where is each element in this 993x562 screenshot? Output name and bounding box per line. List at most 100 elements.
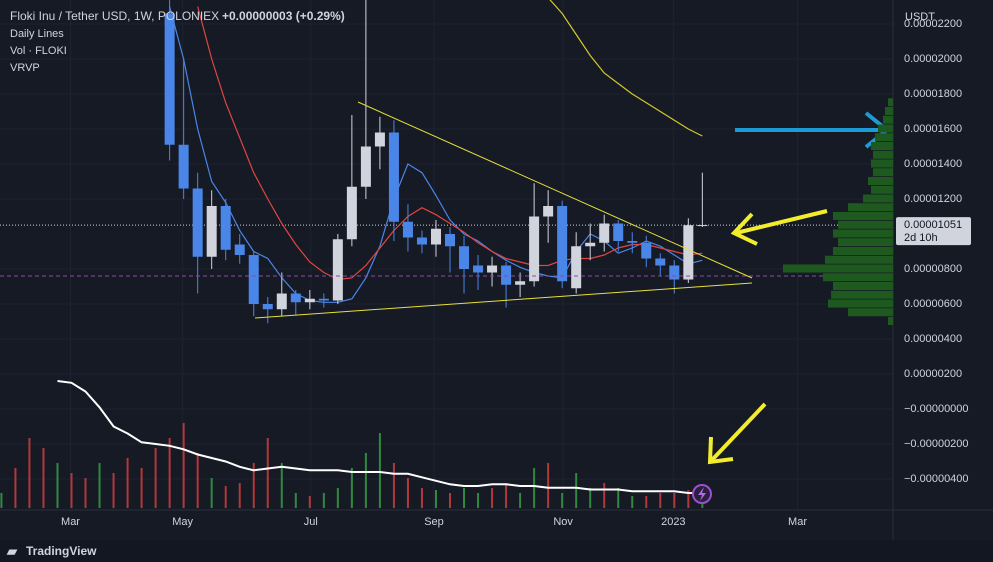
x-tick-label: May [172,516,193,528]
volume-bar [561,493,564,508]
volume-bar [28,438,31,508]
candle-body [276,293,287,310]
volume-bar [14,468,17,508]
candle-body [318,298,329,301]
candle-body [290,293,301,303]
logo-mark: ▰ [6,543,18,558]
countdown: 2d 10h [904,232,938,244]
indicator-label: Daily Lines [10,28,64,40]
candle-body [234,244,245,255]
candle-body [669,265,680,280]
volume-bar [350,468,353,508]
candle-body [459,246,470,270]
volume-bar [126,458,129,508]
volume-bar [406,478,409,508]
last-price-label: 0.00001051 [904,219,962,231]
candle-body [178,144,189,189]
candle-body [627,240,638,243]
volume-profile-bar [888,98,893,107]
candle-body [655,258,666,266]
volume-bar [140,468,143,508]
x-tick-label: Jul [304,516,318,528]
price-change: +0.00000003 (+0.29%) [222,9,345,23]
volume-bar [168,438,171,508]
volume-profile-bar [871,159,893,168]
candle-body [543,205,554,217]
volume-profile-bar [888,317,893,326]
volume-bar [336,488,339,508]
x-tick-label: Mar [61,516,80,528]
volume-bar [0,493,3,508]
volume-bar [252,463,255,508]
volume-bar [659,493,662,508]
volume-bar [56,463,59,508]
volume-bar [378,433,381,508]
y-tick-label: 0.00001800 [904,88,962,100]
candle-body [557,205,568,282]
volume-bar [196,453,199,508]
volume-profile-bar [833,229,893,238]
brand: TradingView [26,544,97,558]
indicator-line [169,6,703,303]
x-tick-label: Mar [788,516,807,528]
volume-bar [491,488,494,508]
indicator-line [57,380,703,494]
volume-bar [434,490,437,508]
volume-profile-bar [873,150,893,159]
candle-body [402,221,413,238]
candle-body [332,239,343,301]
volume-bar [547,463,550,508]
axis-unit: USDT [905,11,935,23]
candle-body [501,265,512,285]
volume-profile-bar [871,141,893,150]
volume-profile-bar [871,185,893,194]
candle-body [388,132,399,222]
volume-profile-bar [868,176,893,185]
chart-title: Floki Inu / Tether USD, 1W, POLONIEX [10,9,219,23]
candle-body [164,13,175,145]
volume-bar [392,463,395,508]
volume-bar [589,488,592,508]
candle-body [683,225,694,280]
trendline [254,282,753,319]
candle-body [430,228,441,245]
volume-profile-bar [828,299,893,308]
y-tick-label: 0.00001200 [904,193,962,205]
volume-profile-bar [783,264,893,273]
volume-bar [673,493,676,508]
y-tick-label: 0.00001600 [904,123,962,135]
volume-profile-bar [823,273,893,282]
volume-profile-bar [838,238,893,247]
volume-profile-bar [885,106,893,115]
volume-bar [477,493,480,508]
y-tick-label: 0.00002200 [904,18,962,30]
volume-bar [280,463,283,508]
volume-profile-bar [838,220,893,229]
volume-bar [238,483,241,508]
y-tick-label: 0.00000800 [904,263,962,275]
candle-body [585,242,596,247]
candle-body [206,205,217,257]
volume-bar [617,488,620,508]
y-tick-label: 0.00002000 [904,53,962,65]
candle-body [571,246,582,289]
candle-body [374,132,385,147]
x-tick-label: Nov [553,516,573,528]
volume-profile-bar [831,290,893,299]
candle-body [346,186,357,240]
candle-body [445,233,456,247]
candle-body [473,265,484,273]
candle-body [416,237,427,245]
candle-body [641,242,652,259]
candle-body [599,223,610,243]
volume-profile-bar [833,246,893,255]
y-tick-label: 0.00001400 [904,158,962,170]
volume-profile-bar [825,255,893,264]
candle-body [515,281,526,285]
last-price-box [896,217,971,246]
y-tick-label: −0.00000400 [904,473,969,485]
candle-body [613,223,624,241]
volume-bar [210,478,213,508]
volume-profile-bar [873,168,893,177]
